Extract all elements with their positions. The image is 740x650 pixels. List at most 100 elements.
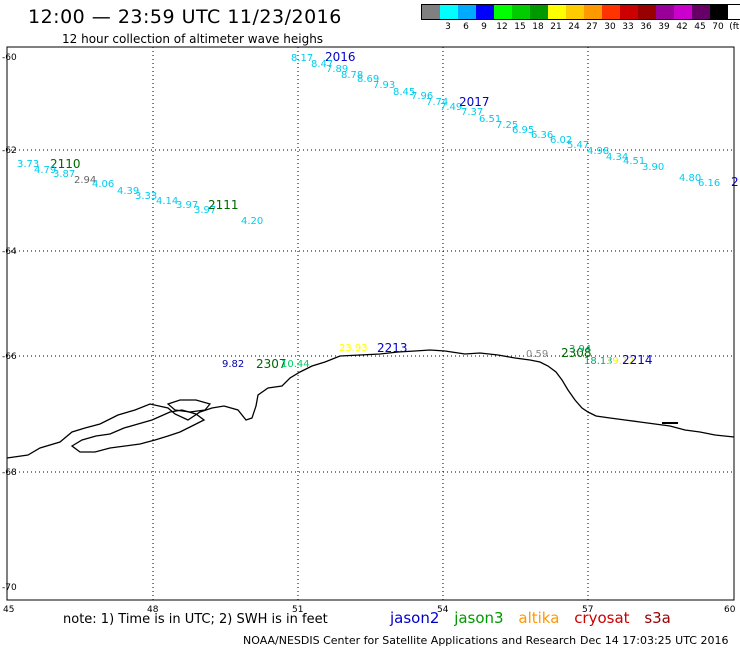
swh-value: 7.74 [426,97,448,108]
satellite-cryosat: cryosat [574,609,630,627]
swh-value: 4.39 [117,186,139,197]
lon-label: 48 [147,605,159,615]
swh-value: 6.16 [698,178,720,189]
swh-value: 8.45 [393,87,415,98]
lat-label: -60 [2,53,17,63]
legend-label: 9 [481,22,487,32]
track-label: 2016 [325,50,356,64]
legend-swatch [422,5,440,19]
lon-label: 45 [3,605,14,615]
swh-value: 8.69 [357,74,379,85]
swh-value: 4.34 [606,152,628,163]
swh-value: 8.17 [291,53,313,64]
legend-swatch [656,5,674,19]
swh-value: 18.13 [584,356,613,367]
legend-swatch [692,5,710,19]
lat-label: -68 [2,468,17,478]
track-2017: 2017 7.37 6.51 7.25 6.95 6.36 6.02 5.47 … [459,95,739,189]
legend-swatch [584,5,602,19]
swh-value: 4.79 [34,165,56,176]
lat-label: -66 [2,352,17,362]
legend-label: 18 [532,22,544,32]
legend-label: 6 [463,22,469,32]
track-label: 2213 [377,341,408,355]
swh-value: 3.90 [642,162,664,173]
track-2214: 2214 [622,353,653,367]
swh-value: 6.02 [550,135,572,146]
swh-value: 4.98 [587,146,609,157]
track-2016: 2016 8.17 8.47 7.89 8.78 8.69 7.93 8.45 … [291,50,462,113]
graticule [7,47,734,600]
swh-value: 3.33 [135,191,157,202]
timestamp: Dec 14 17:03:25 UTC 2016 [580,634,729,647]
legend-label: 15 [514,22,526,32]
satellite-s3a: s3a [644,609,671,627]
legend-label: (ft) [729,22,740,32]
lon-labels: 45 48 51 54 57 60 [3,605,736,615]
credit-line: NOAA/NESDIS Center for Satellite Applica… [243,634,577,647]
legend-swatch [602,5,620,19]
legend-label: 70 [712,22,724,32]
legend-swatch [512,5,530,19]
track-label: 2017 [459,95,490,109]
swh-value: 3.97 [194,205,216,216]
track-2213: 23.93 2213 [339,341,408,355]
swh-value: 3.73 [17,159,39,170]
swh-value: 3.94 [569,344,591,355]
track-label: 2308 [561,346,592,360]
legend-swatch [674,5,692,19]
lon-label: 57 [582,605,593,615]
swh-value: 7.93 [373,80,395,91]
coastline-inlet [70,409,206,453]
lat-label: -64 [2,247,17,257]
lon-label: 60 [724,605,736,615]
track-label-edge: 2 [731,175,739,189]
swh-value: 4.80 [679,173,701,184]
footer-note: note: 1) Time is in UTC; 2) SWH is in fe… [63,612,328,627]
legend-swatch [566,5,584,19]
swh-value: 6.51 [479,114,501,125]
swh-value: 7.96 [411,91,433,102]
legend-label: 3 [445,22,451,32]
map-frame [6,46,735,601]
antarctic-coastline [6,349,735,459]
swh-value: 6.36 [531,130,553,141]
swh-value: 4.20 [241,216,263,227]
swh-value: 4.14 [156,196,178,207]
swh-value: 7.25 [496,120,518,131]
legend-label: 27 [586,22,598,32]
track-2308: 0.59 2308 3.94 18.13 19.12 [526,344,635,367]
legend-label: 42 [676,22,688,32]
map-subtitle: 12 hour collection of altimeter wave hei… [62,32,324,46]
swh-value: 9.82 [222,359,244,370]
swh-value: 7.37 [461,107,483,118]
satellite-jason2: jason2 [390,609,440,627]
swh-value: 4.51 [623,156,645,167]
lat-label: -62 [2,146,17,156]
swh-value: 2.94 [74,175,96,186]
legend-swatch [530,5,548,19]
legend-swatch [638,5,656,19]
legend-label: 45 [694,22,706,32]
track-2110: 2110 3.73 4.79 3.87 2.94 4.06 4.39 3.33 … [17,157,216,216]
legend-label: 30 [604,22,616,32]
track-label: 2111 [208,198,239,212]
legend-label: 21 [550,22,562,32]
track-label: 2307 [256,357,287,371]
track-label: 2214 [622,353,653,367]
legend-swatch [710,5,728,19]
lat-labels: -60 -62 -64 -66 -68 -70 [2,53,17,593]
satellite-altika: altika [518,609,560,627]
lon-label: 54 [437,605,449,615]
legend-label: 36 [640,22,652,32]
coastline-island [166,399,212,413]
satellite-jason3: jason3 [454,609,504,627]
legend-swatch [458,5,476,19]
legend-label: 24 [568,22,580,32]
swh-value: 19.12 [606,356,635,367]
legend-label: 39 [658,22,670,32]
swh-value: 7.49 [440,102,462,113]
track-label: 2110 [50,157,81,171]
